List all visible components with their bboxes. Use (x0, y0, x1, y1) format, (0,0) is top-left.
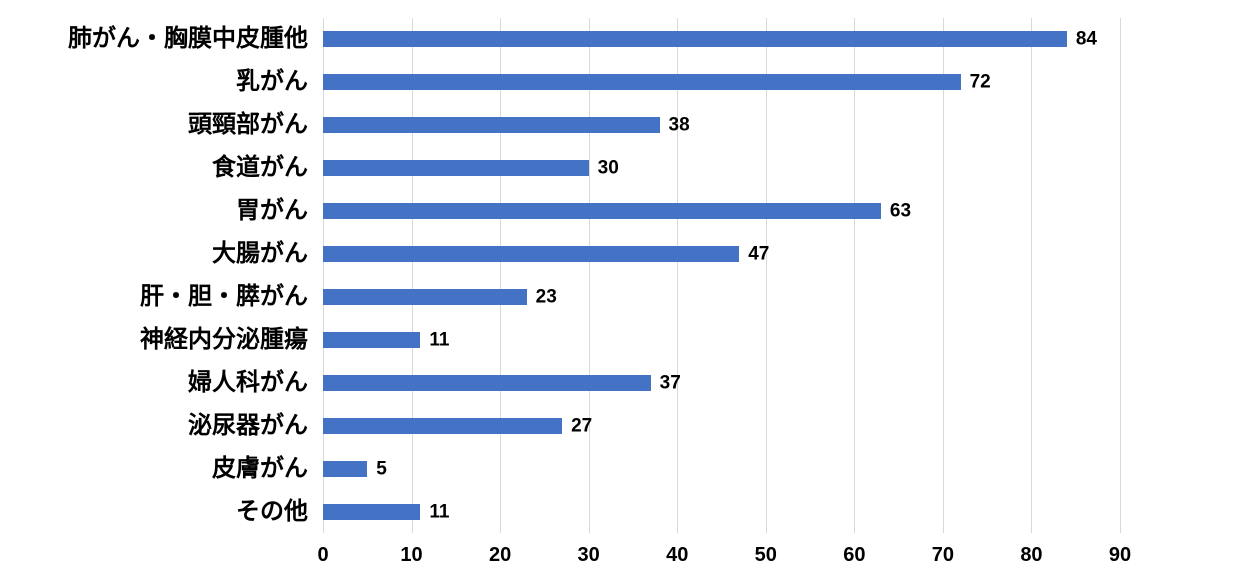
chart-row: 肺がん・胸膜中皮腫他 84 (0, 18, 1234, 61)
value-label: 27 (571, 415, 593, 437)
chart-row: その他 11 (0, 490, 1234, 533)
category-label: 頭頸部がん (188, 111, 308, 139)
value-label: 23 (535, 286, 557, 308)
category-label: 泌尿器がん (188, 411, 308, 439)
bar-3 (323, 160, 589, 177)
chart-row: 皮膚がん 5 (0, 447, 1234, 490)
bar-track: 5 (323, 447, 1120, 490)
category-label: 大腸がん (212, 240, 308, 268)
category-label: 肺がん・胸膜中皮腫他 (68, 25, 308, 53)
bar-track: 38 (323, 104, 1120, 147)
category-label: その他 (236, 497, 308, 525)
x-tick-label: 70 (931, 544, 954, 566)
chart-row: 肝・胆・膵がん 23 (0, 276, 1234, 319)
gridline-60 (854, 18, 856, 533)
x-axis: 0 10 20 30 40 50 60 70 80 90 (317, 544, 1131, 571)
bar-5 (323, 246, 740, 263)
bar-track: 30 (323, 147, 1120, 190)
value-label: 37 (659, 372, 681, 394)
category-label: 食道がん (212, 154, 308, 182)
x-tick-label: 60 (843, 544, 866, 566)
bar-track: 11 (323, 490, 1120, 533)
gridline-40 (677, 18, 679, 533)
gridline-0 (323, 18, 324, 533)
chart-row: 乳がん 72 (0, 61, 1234, 104)
x-tick-label: 10 (400, 544, 423, 566)
bar-track: 84 (323, 18, 1120, 61)
category-label: 胃がん (236, 197, 308, 225)
chart-row: 神経内分泌腫瘍 11 (0, 318, 1234, 361)
bar-track: 23 (323, 276, 1120, 319)
gridline-80 (1031, 18, 1033, 533)
bar-2 (323, 117, 660, 134)
bar-track: 11 (323, 318, 1120, 361)
gridlines (323, 18, 1121, 533)
gridline-90 (1120, 18, 1121, 533)
x-tick-label: 80 (1020, 544, 1043, 566)
value-label: 84 (1075, 28, 1097, 50)
value-label: 30 (597, 157, 619, 179)
chart-row: 胃がん 63 (0, 190, 1234, 233)
bar-track: 47 (323, 233, 1120, 276)
bar-4 (323, 203, 881, 220)
x-tick-label: 40 (666, 544, 689, 566)
gridline-30 (588, 18, 590, 533)
value-label: 11 (429, 329, 450, 351)
bar-11 (323, 503, 421, 520)
bar-track: 37 (323, 361, 1120, 404)
x-tick-label: 30 (577, 544, 600, 566)
bar-track: 72 (323, 61, 1120, 104)
category-label: 皮膚がん (212, 454, 308, 482)
chart-row: 大腸がん 47 (0, 233, 1234, 276)
bar-track: 27 (323, 404, 1120, 447)
chart-row: 婦人科がん 37 (0, 361, 1234, 404)
gridline-20 (500, 18, 502, 533)
x-tick-label: 90 (1108, 544, 1132, 566)
category-label: 婦人科がん (188, 368, 308, 396)
chart-row: 泌尿器がん 27 (0, 404, 1234, 447)
gridline-70 (942, 18, 944, 533)
category-label: 神経内分泌腫瘍 (140, 325, 308, 353)
bar-0 (323, 31, 1067, 48)
bar-1 (323, 74, 961, 91)
value-label: 47 (748, 243, 770, 265)
gridline-10 (411, 18, 413, 533)
bar-6 (323, 288, 527, 305)
bar-7 (323, 331, 421, 348)
bar-rows: 肺がん・胸膜中皮腫他 84 乳がん 72 頭頸部がん 38 食道がん 30 胃がん 63 大腸がん 4… (0, 18, 1234, 533)
value-label: 11 (429, 501, 450, 523)
bar-8 (323, 374, 651, 391)
value-label: 72 (969, 71, 991, 93)
value-label: 38 (668, 114, 690, 136)
value-label: 5 (376, 458, 387, 480)
chart-row: 食道がん 30 (0, 147, 1234, 190)
category-label: 乳がん (236, 68, 308, 96)
bar-track: 63 (323, 190, 1120, 233)
value-label: 63 (889, 200, 912, 222)
x-tick-label: 0 (317, 544, 329, 566)
x-tick-label: 20 (488, 544, 512, 566)
chart-row: 頭頸部がん 38 (0, 104, 1234, 147)
bar-9 (323, 417, 563, 434)
category-label: 肝・胆・膵がん (140, 282, 308, 310)
x-tick-label: 50 (754, 544, 777, 566)
bar-10 (323, 460, 368, 477)
gridline-50 (765, 18, 767, 533)
